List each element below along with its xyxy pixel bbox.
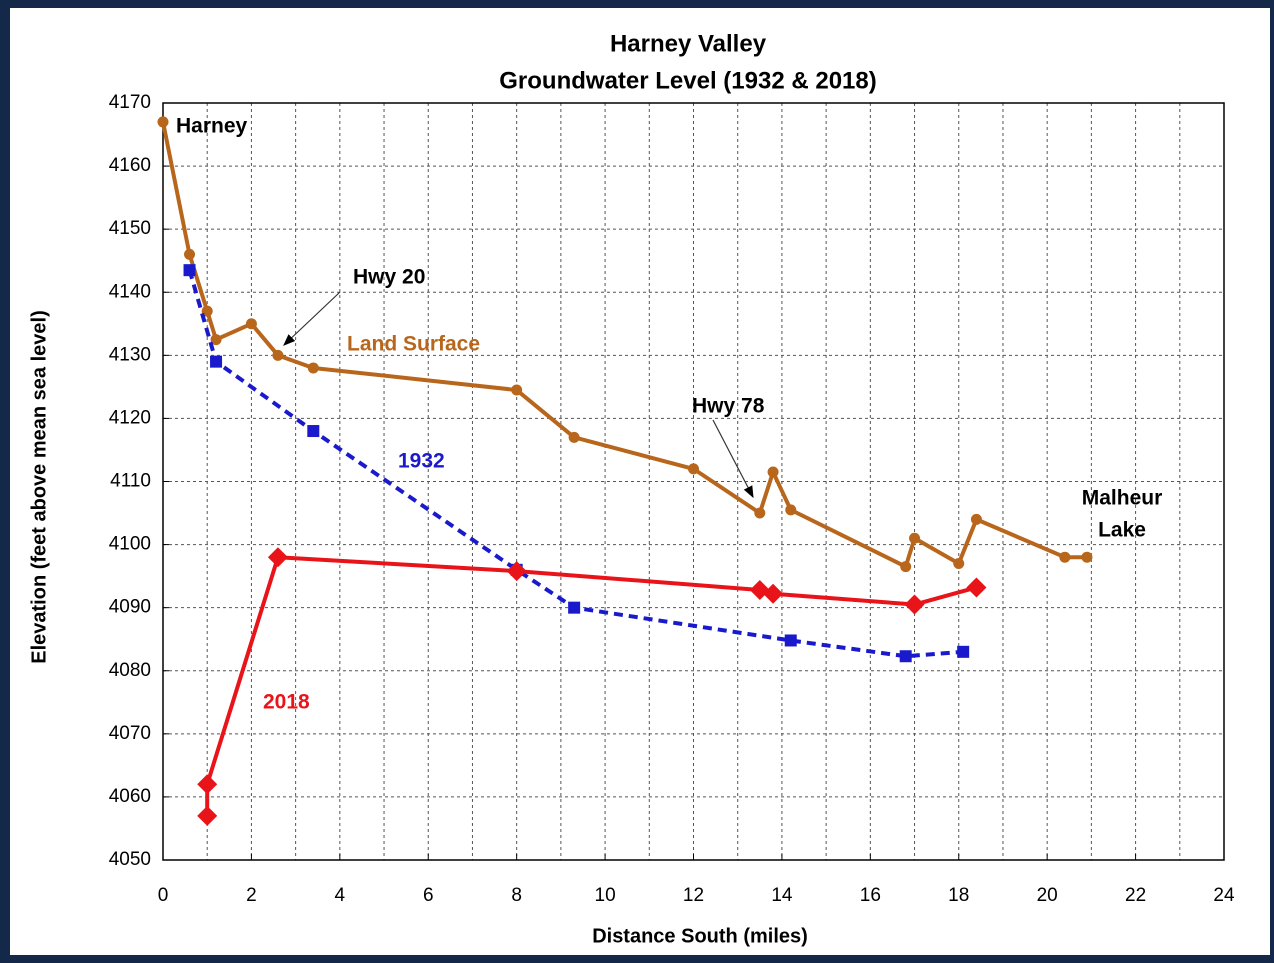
point	[245, 318, 257, 330]
x-tick-label: 24	[1213, 885, 1235, 906]
y-tick-label: 4140	[109, 281, 151, 302]
point	[184, 248, 196, 260]
series-label: 2018	[263, 691, 310, 714]
point	[197, 774, 218, 795]
x-tick-label: 6	[423, 885, 434, 906]
y-tick-label: 4130	[109, 344, 151, 365]
y-axis-title: Elevation (feet above mean sea level)	[28, 310, 50, 664]
y-tick-label: 4070	[109, 723, 151, 744]
x-tick-label: 12	[683, 885, 704, 906]
annotation: Harney	[176, 115, 248, 138]
point	[511, 384, 523, 396]
chart-subtitle: Groundwater Level (1932 & 2018)	[499, 67, 876, 94]
point	[763, 583, 784, 604]
x-axis-title: Distance South (miles)	[592, 925, 808, 947]
point	[904, 594, 925, 615]
y-tick-label: 4050	[109, 849, 151, 870]
point	[568, 601, 581, 614]
y-tick-label: 4170	[109, 92, 151, 113]
y-tick-label: 4080	[109, 660, 151, 681]
y-tick-label: 4100	[109, 534, 151, 555]
annotation-arrow	[712, 419, 754, 499]
point	[966, 577, 987, 598]
point	[1081, 551, 1093, 563]
point	[1059, 551, 1071, 563]
x-tick-label: 20	[1037, 885, 1058, 906]
point	[197, 805, 218, 826]
annotation-arrow	[283, 291, 341, 346]
point	[272, 349, 284, 361]
x-tick-label: 4	[335, 885, 346, 906]
point	[210, 355, 223, 368]
x-tick-label: 22	[1125, 885, 1146, 906]
series-line	[205, 555, 977, 816]
point	[953, 558, 965, 570]
x-tick-label: 14	[771, 885, 793, 906]
point	[970, 513, 982, 525]
point	[210, 334, 222, 346]
series-label: Land Surface	[347, 333, 480, 356]
x-tick-label: 10	[595, 885, 616, 906]
y-tick-label: 4090	[109, 597, 151, 618]
point	[900, 561, 912, 573]
annotation: Malheur	[1082, 487, 1163, 510]
point	[568, 431, 580, 443]
y-tick-label: 4060	[109, 786, 151, 807]
point	[307, 425, 320, 438]
point	[201, 305, 213, 317]
x-tick-label: 16	[860, 885, 881, 906]
point	[267, 547, 288, 568]
x-tick-label: 8	[511, 885, 522, 906]
point	[157, 116, 169, 128]
annotation: Lake	[1098, 519, 1146, 542]
x-tick-label: 2	[246, 885, 257, 906]
point	[784, 634, 797, 647]
y-tick-label: 4160	[109, 155, 151, 176]
point	[899, 650, 912, 663]
chart-title: Harney Valley	[610, 30, 767, 57]
point	[307, 362, 319, 374]
x-tick-label: 18	[948, 885, 969, 906]
point	[767, 466, 779, 478]
point	[688, 463, 699, 475]
y-tick-label: 4110	[110, 471, 151, 492]
point	[183, 264, 196, 277]
point	[785, 504, 797, 516]
point	[506, 561, 527, 582]
point	[754, 507, 766, 519]
annotation: Hwy 78	[692, 395, 765, 418]
point	[957, 645, 970, 658]
x-tick-label: 0	[158, 885, 169, 906]
y-tick-label: 4120	[109, 407, 151, 428]
series-line	[187, 269, 964, 659]
annotation: Hwy 20	[353, 266, 425, 289]
point	[909, 532, 921, 544]
series-label: 1932	[398, 450, 445, 473]
y-tick-label: 4150	[109, 218, 151, 239]
